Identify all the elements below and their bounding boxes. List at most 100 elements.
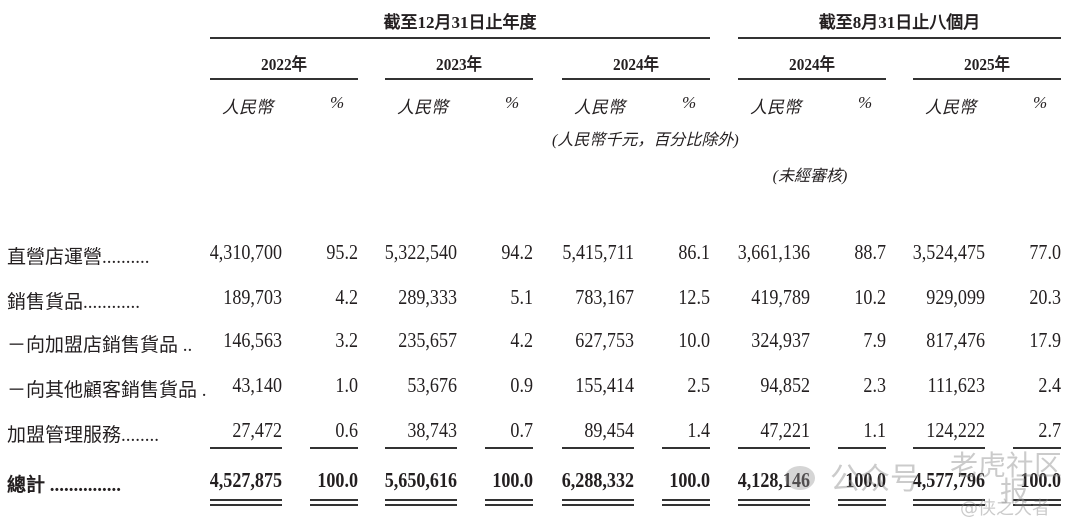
total-double-underline (838, 499, 886, 501)
year-rule (210, 78, 358, 80)
amount-cell: 111,623 (927, 373, 985, 397)
amount-cell: 47,221 (760, 418, 810, 442)
percent-label: % (858, 93, 873, 112)
row-label: －向加盟店銷售貨品 .. (7, 335, 193, 356)
percent-cell: 2.3 (863, 373, 886, 397)
year-rule (385, 78, 533, 80)
row-label: 銷售貨品............ (7, 292, 141, 313)
percent-cell: 10.2 (854, 285, 886, 309)
total-double-underline (385, 504, 457, 506)
year-rule (738, 78, 886, 80)
amount-cell: 627,753 (575, 328, 634, 352)
amount-cell: 189,703 (223, 285, 282, 309)
amount-cell: 5,415,711 (562, 240, 634, 264)
amount-cell: 27,472 (232, 418, 282, 442)
row-label: 加盟管理服務........ (7, 425, 160, 446)
amount-cell: 38,743 (407, 418, 457, 442)
subtotal-underline (738, 447, 810, 449)
amount-cell: 94,852 (760, 373, 810, 397)
percent-cell: 86.1 (678, 240, 710, 264)
percent-cell: 1.1 (863, 418, 886, 442)
total-double-underline (738, 499, 810, 501)
subtotal-underline (1013, 447, 1061, 449)
percent-cell: 2.5 (687, 373, 710, 397)
percent-cell: 3.2 (335, 328, 358, 352)
percent-cell: 5.1 (510, 285, 533, 309)
total-double-underline (662, 504, 710, 506)
total-double-underline (310, 504, 358, 506)
percent-cell: 100.0 (669, 468, 710, 492)
subtotal-underline (310, 447, 358, 449)
percent-cell: 100.0 (317, 468, 358, 492)
total-double-underline (738, 504, 810, 506)
percent-cell: 100.0 (1020, 468, 1061, 492)
subtotal-underline (562, 447, 634, 449)
total-double-underline (485, 499, 533, 501)
currency-label: 人民幣 (397, 98, 448, 117)
currency-label: 人民幣 (222, 98, 273, 117)
year-rule (913, 78, 1061, 80)
amount-cell: 324,937 (751, 328, 810, 352)
year-header: 2024年 (789, 55, 835, 74)
total-double-underline (385, 499, 457, 501)
amount-cell: 235,657 (398, 328, 457, 352)
subtotal-underline (662, 447, 710, 449)
amount-cell: 53,676 (407, 373, 457, 397)
year-header: 2025年 (964, 55, 1010, 74)
percent-cell: 88.7 (854, 240, 886, 264)
percent-label: % (330, 93, 345, 112)
wechat-icon (785, 466, 815, 490)
amount-cell: 929,099 (926, 285, 985, 309)
group-rule (210, 37, 710, 39)
amount-cell: 5,322,540 (384, 240, 457, 264)
unaudited-note: (未經審核) (772, 168, 848, 185)
amount-cell: 3,524,475 (912, 240, 985, 264)
percent-cell: 7.9 (863, 328, 886, 352)
percent-cell: 0.9 (510, 373, 533, 397)
total-double-underline (662, 499, 710, 501)
amount-cell: 4,128,146 (737, 468, 810, 492)
amount-cell: 4,527,875 (209, 468, 282, 492)
percent-cell: 10.0 (678, 328, 710, 352)
percent-cell: 12.5 (678, 285, 710, 309)
group-rule (738, 37, 1061, 39)
percent-cell: 4.2 (335, 285, 358, 309)
percent-cell: 2.7 (1038, 418, 1061, 442)
total-label: 總計 ............... (7, 475, 122, 496)
amount-cell: 817,476 (926, 328, 985, 352)
total-double-underline (210, 504, 282, 506)
percent-cell: 20.3 (1029, 285, 1061, 309)
total-double-underline (562, 499, 634, 501)
percent-cell: 0.6 (335, 418, 358, 442)
amount-cell: 124,222 (926, 418, 985, 442)
total-double-underline (913, 504, 985, 506)
percent-cell: 17.9 (1029, 328, 1061, 352)
year-rule (562, 78, 710, 80)
subtotal-underline (485, 447, 533, 449)
amount-cell: 43,140 (232, 373, 282, 397)
percent-cell: 0.7 (510, 418, 533, 442)
amount-cell: 6,288,332 (561, 468, 634, 492)
amount-cell: 89,454 (584, 418, 634, 442)
percent-cell: 100.0 (845, 468, 886, 492)
watermark-community: 老虎社区 (950, 449, 1063, 482)
group-header-eight-months: 截至8月31日止八個月 (818, 13, 981, 32)
year-header: 2024年 (613, 55, 659, 74)
subtotal-underline (210, 447, 282, 449)
total-double-underline (1013, 504, 1061, 506)
amount-cell: 419,789 (751, 285, 810, 309)
watermark-report: 报 (1000, 475, 1029, 508)
amount-cell: 4,577,796 (912, 468, 985, 492)
year-header: 2023年 (436, 55, 482, 74)
percent-cell: 95.2 (326, 240, 358, 264)
percent-cell: 4.2 (510, 328, 533, 352)
total-double-underline (1013, 499, 1061, 501)
total-double-underline (913, 499, 985, 501)
subtotal-underline (385, 447, 457, 449)
percent-label: % (682, 93, 697, 112)
amount-cell: 783,167 (575, 285, 634, 309)
percent-cell: 1.0 (335, 373, 358, 397)
percent-label: % (1033, 93, 1048, 112)
percent-cell: 77.0 (1029, 240, 1061, 264)
